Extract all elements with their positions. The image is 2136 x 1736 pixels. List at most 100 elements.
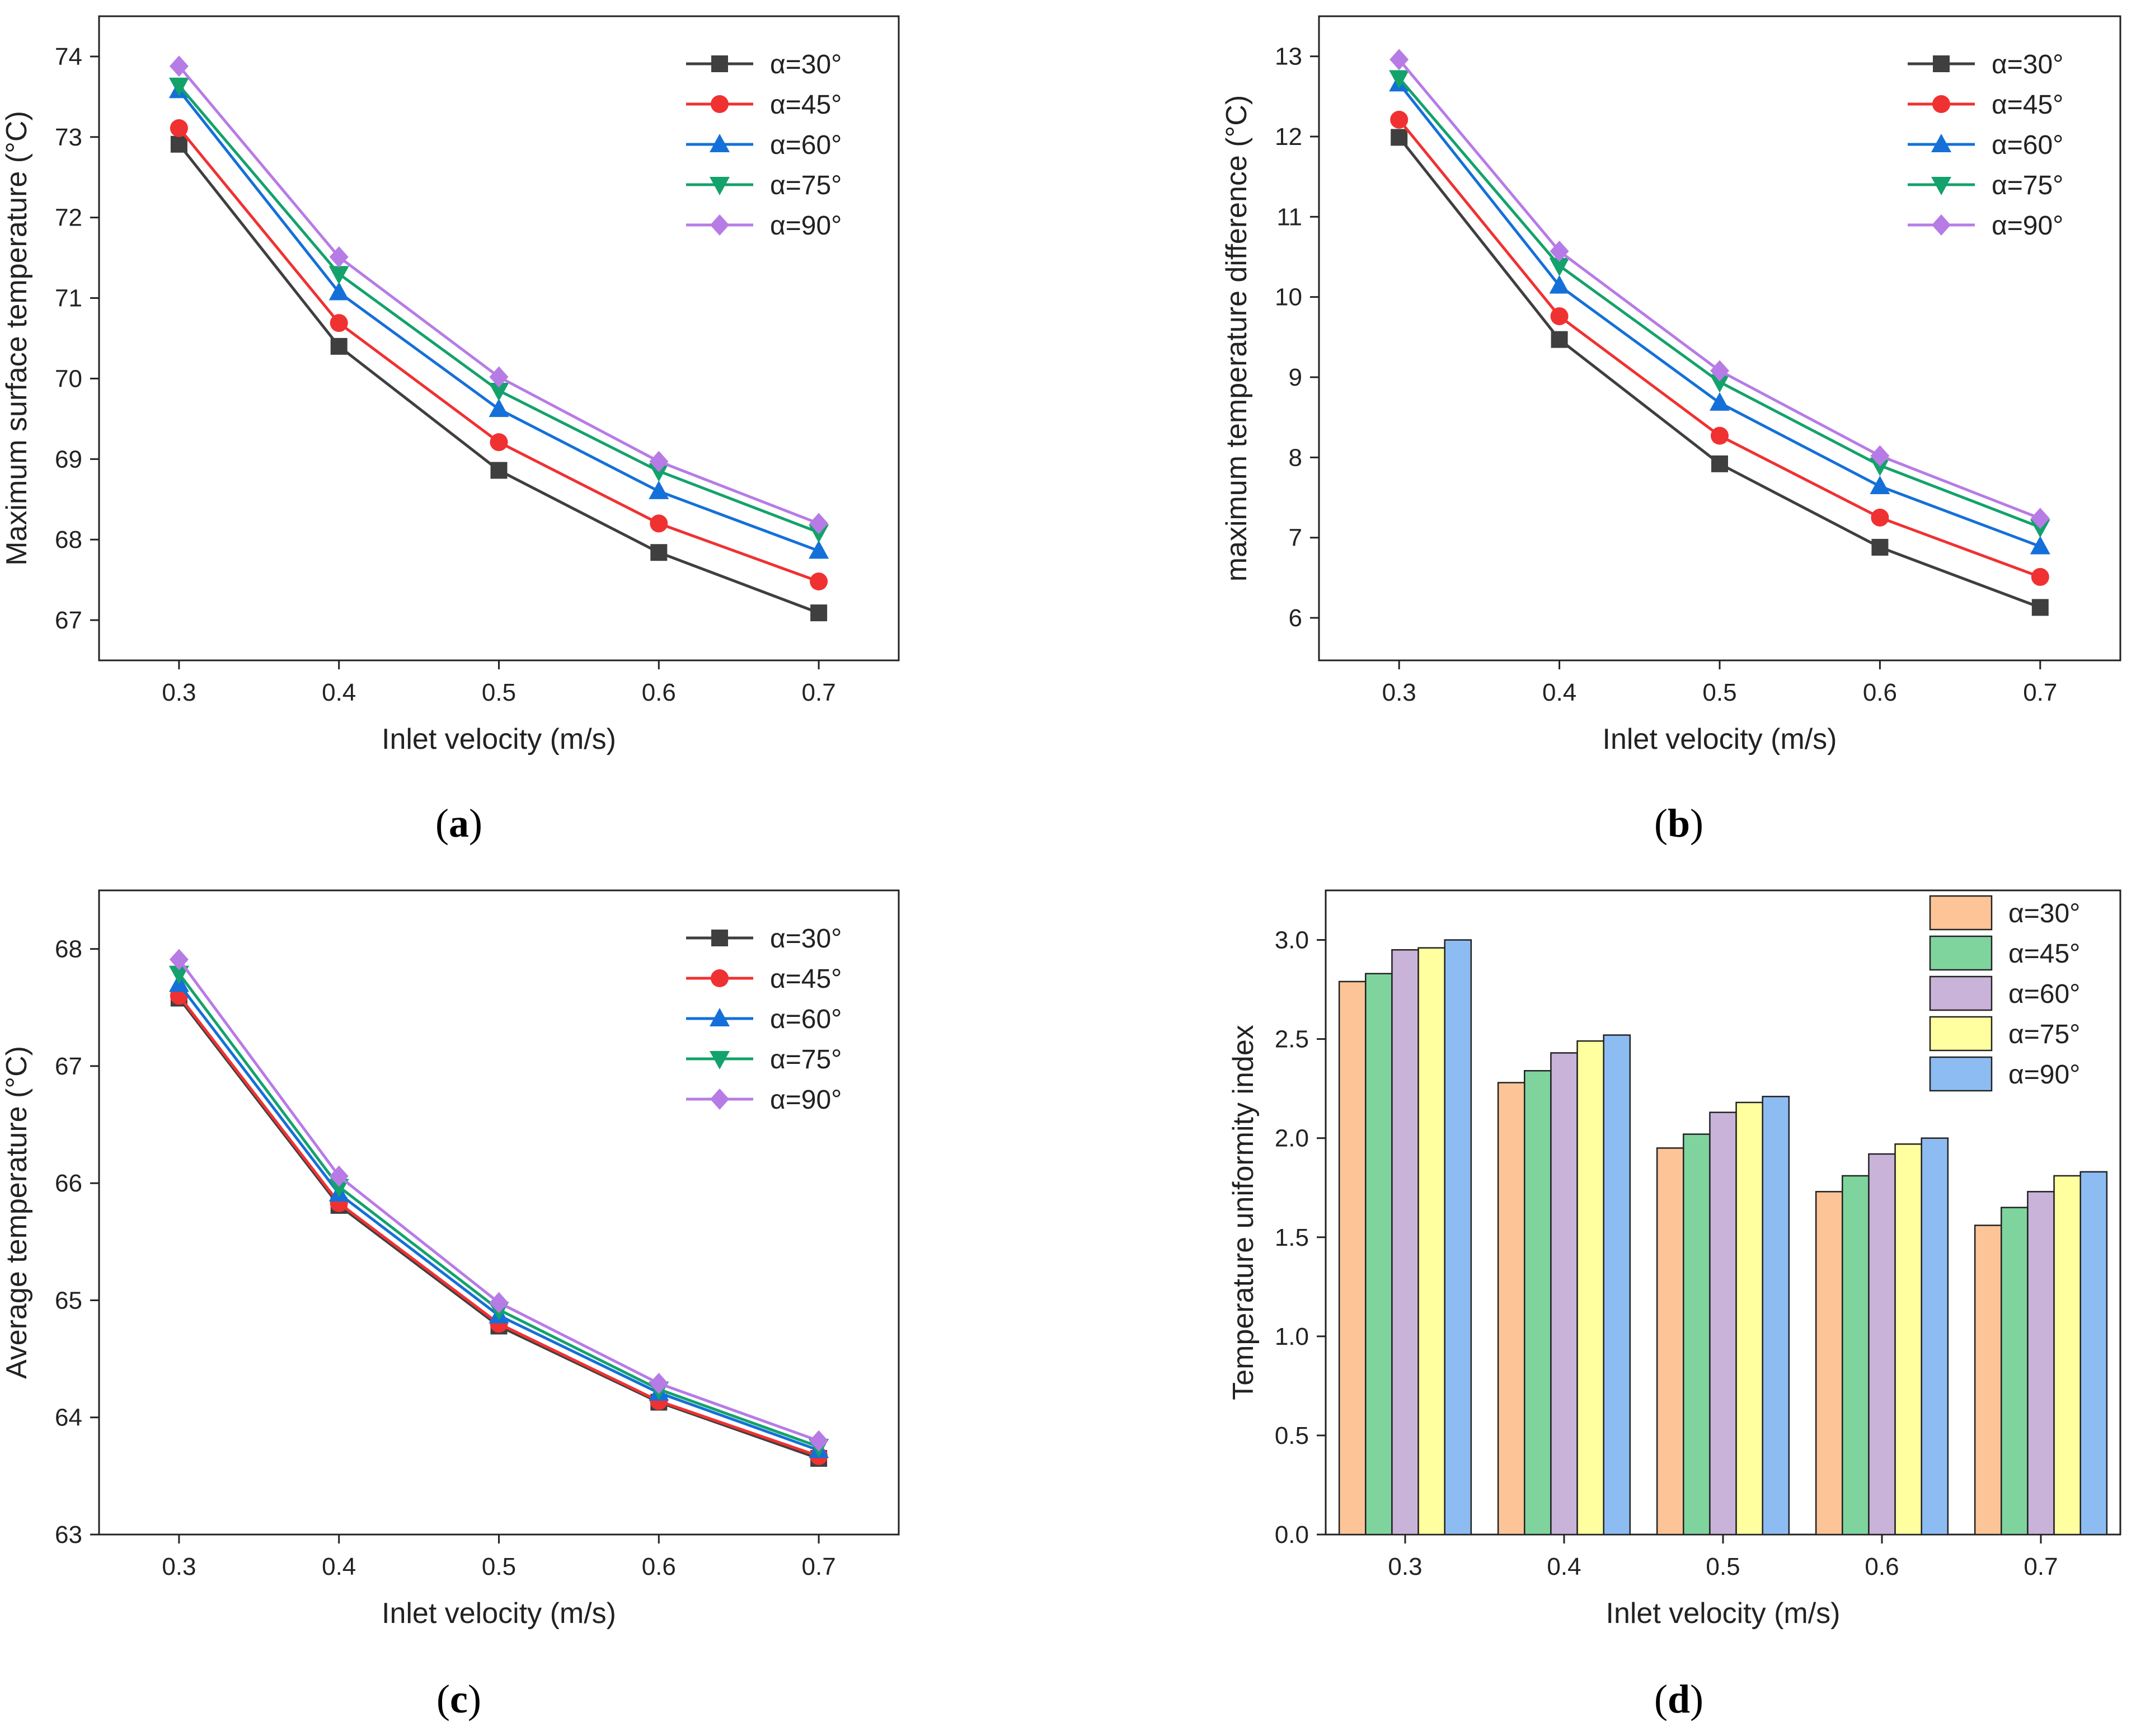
legend-label: α=30°	[770, 50, 842, 79]
legend-label: α=45°	[1992, 90, 2063, 120]
series-α=60°	[168, 973, 829, 1458]
data-point	[330, 337, 348, 355]
legend-marker	[711, 969, 729, 987]
panel-caption: (d)	[1654, 1677, 1703, 1721]
series-line	[177, 89, 819, 552]
data-point	[1711, 426, 1729, 445]
y-tick-label: 8	[1289, 444, 1302, 471]
series-α=90°	[1389, 49, 2050, 529]
legend-marker	[710, 1051, 730, 1069]
bar	[2079, 1171, 2108, 1536]
data-point	[809, 1430, 829, 1452]
data-point	[1550, 240, 1569, 262]
y-tick-label: 0.5	[1275, 1422, 1309, 1449]
series-line	[177, 994, 819, 1458]
bar	[1683, 1133, 1711, 1536]
x-tick-label: 0.4	[1547, 1553, 1581, 1580]
legend-label: α=60°	[770, 1005, 842, 1034]
y-tick-label: 69	[55, 445, 82, 473]
series-α=30°	[1391, 129, 2049, 616]
data-point	[1389, 70, 1410, 89]
data-point	[1871, 508, 1889, 527]
series-line	[177, 65, 820, 525]
data-point	[1710, 374, 1730, 393]
bar	[1974, 1224, 2002, 1536]
series-line	[177, 958, 819, 1442]
legend-label: α=60°	[2008, 979, 2080, 1009]
data-point	[170, 119, 188, 137]
data-point	[489, 1292, 509, 1313]
legend-label: α=90°	[1992, 211, 2063, 241]
series-α=30°	[1338, 980, 2002, 1536]
bar	[1365, 973, 1393, 1536]
series-α=45°	[1365, 973, 2029, 1536]
bar	[1338, 980, 1367, 1536]
series-α=75°	[1417, 947, 2081, 1536]
bar	[1656, 1147, 1684, 1536]
y-tick-label: 68	[55, 936, 82, 963]
x-tick-label: 0.4	[322, 1553, 356, 1580]
x-tick-label: 0.7	[2023, 679, 2057, 706]
series-line	[177, 973, 819, 1448]
x-tick-label: 0.4	[1542, 679, 1576, 706]
legend-marker	[711, 55, 728, 72]
series-α=75°	[168, 965, 829, 1458]
y-tick-label: 70	[55, 365, 82, 392]
bar	[1391, 949, 1419, 1536]
legend-marker	[1933, 55, 1950, 72]
y-tick-label: 71	[55, 285, 82, 312]
y-tick-label: 72	[55, 204, 82, 232]
legend-swatch	[1929, 895, 1993, 931]
panel-caption: (b)	[1654, 801, 1703, 846]
x-tick-label: 0.3	[162, 679, 196, 706]
legend-label: α=90°	[2008, 1060, 2080, 1090]
bar	[1444, 939, 1472, 1536]
x-axis-title: Inlet velocity (m/s)	[1603, 723, 1837, 756]
data-point	[170, 135, 187, 153]
legend-label: α=30°	[770, 924, 842, 954]
data-point	[1710, 360, 1729, 382]
y-tick-label: 74	[55, 43, 82, 71]
y-axis-title: Maximum surface temperature (°C)	[1, 111, 33, 566]
data-point	[2030, 536, 2050, 555]
legend-label: α=45°	[2008, 939, 2080, 969]
bar	[1762, 1096, 1790, 1536]
data-point	[2030, 508, 2050, 529]
y-tick-label: 73	[55, 124, 82, 151]
legend-marker	[711, 95, 729, 113]
y-tick-label: 1.5	[1275, 1224, 1309, 1251]
legend-marker	[710, 177, 730, 195]
x-tick-label: 0.3	[162, 1553, 196, 1580]
bar	[1868, 1153, 1896, 1536]
legend-marker	[710, 1008, 730, 1026]
data-point	[168, 965, 189, 984]
series-α=90°	[169, 55, 829, 534]
legend-swatch	[1929, 935, 1993, 971]
data-point	[168, 77, 189, 96]
y-tick-label: 66	[55, 1170, 82, 1197]
series-line	[177, 997, 819, 1460]
panel-caption-letter: d	[1668, 1677, 1690, 1721]
legend-label: α=45°	[770, 90, 842, 120]
legend-marker	[1931, 134, 1951, 152]
legend-label: α=90°	[770, 1085, 842, 1115]
y-tick-label: 64	[55, 1404, 82, 1432]
x-tick-label: 0.3	[1382, 679, 1416, 706]
legend-marker	[1932, 95, 1950, 113]
bar	[2053, 1175, 2081, 1536]
series-line	[1398, 82, 2041, 548]
x-tick-label: 0.7	[2024, 1553, 2058, 1580]
legend: α=30° α=45° α=60° α=75° α=90°	[1929, 895, 2080, 1092]
legend-label: α=30°	[1992, 50, 2063, 79]
legend-swatch	[1929, 1056, 1993, 1092]
panel-caption: (c)	[436, 1677, 481, 1721]
panel-caption: (a)	[435, 801, 482, 846]
bar	[1921, 1137, 1949, 1536]
data-point	[328, 266, 349, 285]
data-point	[1710, 392, 1730, 411]
y-tick-label: 63	[55, 1521, 82, 1549]
data-point	[1390, 110, 1409, 129]
series-α=90°	[1444, 939, 2108, 1536]
data-point	[1870, 445, 1890, 467]
